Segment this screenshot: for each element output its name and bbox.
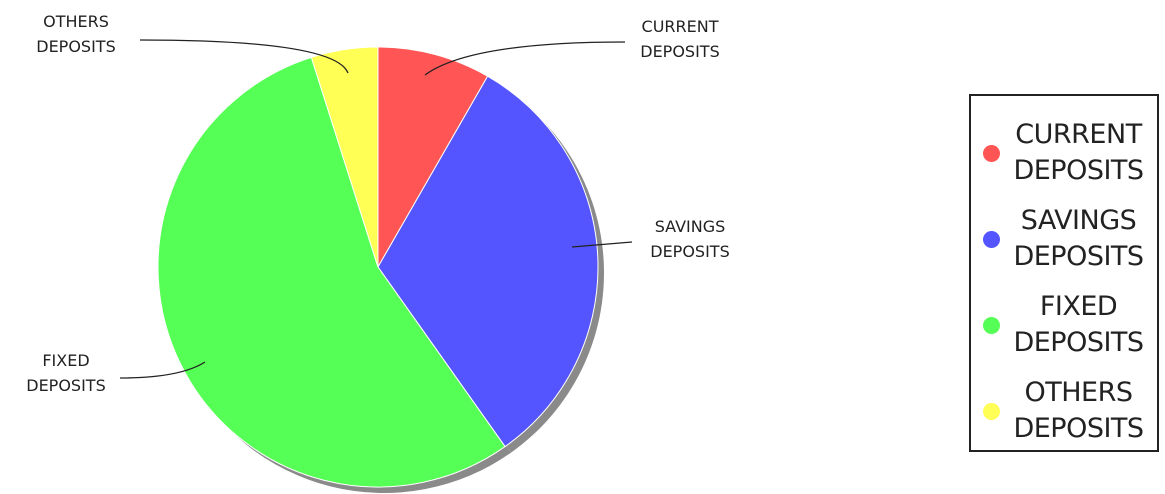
legend: CURRENT DEPOSITS SAVINGS DEPOSITS FIXED …	[969, 94, 1159, 452]
legend-label: SAVINGS DEPOSITS	[1013, 205, 1144, 272]
slice-savings	[377, 75, 599, 448]
legend-label: OTHERS DEPOSITS	[1013, 377, 1144, 444]
slice-current	[377, 46, 489, 269]
callout-line-others	[139, 39, 349, 74]
legend-label: FIXED DEPOSITS	[1013, 291, 1144, 358]
callout-label-fixed: FIXED DEPOSITS	[26, 351, 105, 395]
legend-dot-fixed-icon	[983, 316, 1000, 334]
callout-line-current	[424, 41, 626, 76]
slice-fixed	[157, 56, 506, 488]
callout-line-savings	[571, 241, 633, 248]
legend-dot-current-icon	[983, 144, 1000, 162]
legend-item-others: OTHERS DEPOSITS	[971, 368, 1157, 454]
slice-others	[310, 46, 379, 268]
pie-chart: CURRENT DEPOSITS SAVINGS DEPOSITS FIXED DEPOS…	[26, 12, 730, 494]
legend-item-fixed: FIXED DEPOSITS	[971, 282, 1157, 368]
callout-label-others: OTHERS DEPOSITS	[36, 12, 115, 56]
legend-dot-savings-icon	[983, 230, 1000, 248]
legend-label: CURRENT DEPOSITS	[1013, 119, 1144, 186]
callout-label-savings: SAVINGS DEPOSITS	[650, 217, 729, 261]
legend-item-current: CURRENT DEPOSITS	[971, 110, 1157, 196]
callout-line-fixed	[119, 361, 206, 379]
pie-slices	[157, 46, 599, 488]
legend-dot-others-icon	[983, 402, 1000, 420]
callout-labels: CURRENT DEPOSITS SAVINGS DEPOSITS FIXED DEPOS…	[26, 12, 729, 395]
callout-label-current: CURRENT DEPOSITS	[640, 17, 719, 61]
legend-item-savings: SAVINGS DEPOSITS	[971, 196, 1157, 282]
